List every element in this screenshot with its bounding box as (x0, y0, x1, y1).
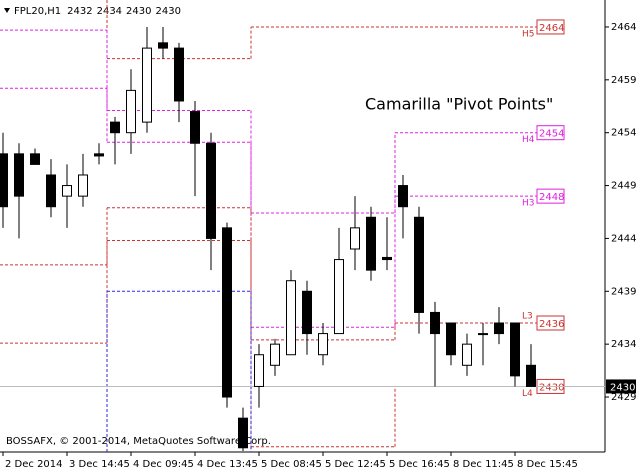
candle-body (318, 333, 328, 356)
candle-body (382, 256, 392, 261)
candle-body (430, 311, 440, 335)
x-tick-label: 4 Dec 13:45 (197, 459, 258, 470)
candle-body (334, 259, 344, 335)
candle-body (110, 121, 120, 134)
y-tick-label: 2444 (611, 233, 636, 244)
candle-body (222, 227, 232, 398)
candle-body (30, 153, 40, 165)
candle-body (446, 322, 456, 356)
x-tick-label: 2 Dec 2014 (5, 459, 63, 470)
candle-body (14, 153, 24, 197)
candle-body (158, 42, 168, 49)
candle-body (174, 47, 184, 102)
x-tick-label: 5 Dec 12:45 (325, 459, 386, 470)
copyright: BOSSAFX, © 2001-2014, MetaQuotes Softwar… (6, 436, 271, 447)
header-low: 2430 (126, 6, 151, 17)
y-tick-label: 2449 (611, 181, 636, 192)
candle-body (270, 343, 280, 366)
candle-body (462, 343, 472, 366)
candle-body (142, 47, 152, 123)
pivot-name: H5 (522, 29, 535, 39)
x-tick-label: 5 Dec 16:45 (389, 459, 450, 470)
candle-body (510, 322, 520, 377)
header-close: 2430 (156, 6, 181, 17)
candle-body (126, 89, 136, 134)
pivot-price-box (536, 19, 565, 35)
current-price-label: 2430 (610, 382, 635, 393)
pivot-price-box (536, 315, 565, 331)
pivot-price-box (536, 188, 565, 204)
candle-body (478, 333, 488, 336)
pivot-price-label: 2430 (539, 382, 564, 393)
candle-body (526, 364, 536, 387)
candle-body (302, 290, 312, 335)
pivot-price-label: 2436 (539, 319, 564, 330)
y-tick-label: 2439 (611, 286, 636, 297)
candle-body (366, 216, 376, 271)
x-tick-label: 4 Dec 09:45 (133, 459, 194, 470)
candle-body (398, 185, 408, 208)
chart-title: Camarilla "Pivot Points" (365, 95, 553, 114)
x-tick-label: 3 Dec 14:45 (69, 459, 130, 470)
pivot-price-label: 2454 (539, 129, 564, 140)
y-tick-label: 2429 (611, 392, 636, 403)
header-open: 2432 (67, 6, 92, 17)
candle-body (0, 153, 8, 208)
symbol: FPL20,H1 (14, 6, 61, 17)
x-tick-label: 8 Dec 11:45 (453, 459, 514, 470)
pivot-price-label: 2464 (539, 23, 564, 34)
x-tick-label: 5 Dec 08:45 (261, 459, 322, 470)
candle-body (206, 142, 216, 239)
candle-body (78, 174, 88, 197)
current-price-box (606, 379, 636, 394)
header-high: 2434 (97, 6, 122, 17)
candle-body (238, 417, 248, 449)
symbol-header: FPL20,H1 2432 2434 2430 2430 (14, 6, 181, 17)
candle-body (94, 153, 104, 157)
candle-body (286, 280, 296, 356)
y-tick-label: 2454 (611, 128, 636, 139)
candle-body (414, 216, 424, 313)
candle-body (190, 111, 200, 144)
menu-triangle (4, 8, 10, 13)
candle-body (494, 322, 504, 335)
pivot-name: H3 (522, 199, 535, 209)
y-tick-label: 2464 (611, 22, 636, 33)
pivot-name: H4 (522, 135, 535, 145)
pivot-price-label: 2448 (539, 192, 564, 203)
x-tick-label: 8 Dec 15:45 (517, 459, 578, 470)
candle-body (46, 174, 56, 208)
y-tick-label: 2459 (611, 75, 636, 86)
pivot-name: L4 (522, 389, 533, 399)
pivot-name: L3 (522, 312, 533, 322)
candle-body (350, 227, 360, 250)
candle-body (254, 354, 264, 387)
pivot-price-box (536, 125, 565, 141)
y-tick-label: 2434 (611, 339, 636, 350)
candle-body (62, 185, 72, 197)
